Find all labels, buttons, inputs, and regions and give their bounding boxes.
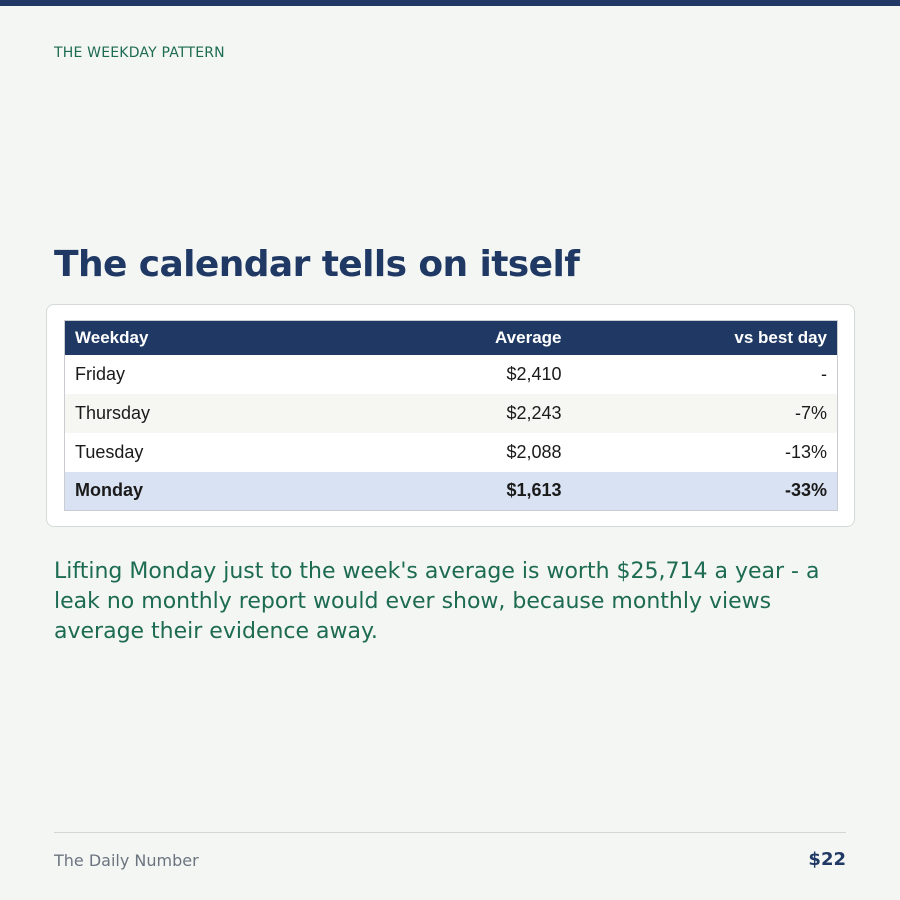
column-header-vs-best-day: vs best day	[734, 327, 827, 347]
footer-brand: The Daily Number	[54, 851, 199, 870]
weekday-table: Weekday Average vs best day Friday $2,41…	[64, 320, 838, 511]
body-paragraph: Lifting Monday just to the week's averag…	[54, 559, 820, 644]
cell-vs-best-day: -	[821, 363, 827, 384]
table-row: Tuesday $2,088 -13%	[64, 432, 838, 472]
table-row-highlighted: Monday $1,613 -33%	[64, 471, 838, 511]
footer-divider	[54, 832, 846, 833]
footer-page-number: $22	[808, 849, 846, 870]
cell-vs-best-day: -13%	[784, 441, 827, 462]
table-row: Thursday $2,243 -7%	[64, 393, 838, 433]
cell-average: $2,088	[506, 441, 562, 462]
cell-weekday: Thursday	[75, 402, 151, 423]
eyebrow-label: THE WEEKDAY PATTERN	[54, 45, 225, 61]
cell-weekday: Monday	[75, 480, 144, 501]
table-card: Weekday Average vs best day Friday $2,41…	[46, 304, 855, 527]
cell-average: $1,613	[506, 480, 562, 501]
cell-vs-best-day: -7%	[794, 402, 827, 423]
top-accent-bar	[0, 0, 900, 6]
cell-weekday: Friday	[75, 363, 126, 384]
cell-average: $2,243	[506, 402, 562, 423]
cell-weekday: Tuesday	[75, 441, 144, 462]
cell-average: $2,410	[506, 363, 562, 384]
column-header-weekday: Weekday	[75, 327, 149, 347]
cell-vs-best-day: -33%	[784, 480, 827, 501]
table-row: Friday $2,410 -	[64, 354, 838, 394]
column-header-average: Average	[495, 327, 562, 347]
table-header-row: Weekday Average vs best day	[64, 320, 838, 355]
page-title: The calendar tells on itself	[54, 244, 580, 285]
